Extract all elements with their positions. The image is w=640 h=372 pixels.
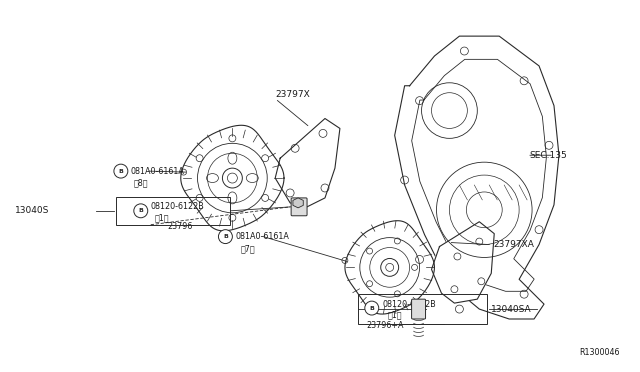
Polygon shape xyxy=(275,119,340,208)
Circle shape xyxy=(365,301,379,315)
Text: （1）: （1） xyxy=(155,213,169,222)
Polygon shape xyxy=(293,198,303,208)
Bar xyxy=(358,294,487,324)
Text: （1）: （1） xyxy=(388,311,402,320)
FancyBboxPatch shape xyxy=(291,198,307,216)
Text: B: B xyxy=(138,208,143,213)
Text: 23797XA: 23797XA xyxy=(493,240,534,249)
Text: 13040SA: 13040SA xyxy=(492,305,532,314)
Circle shape xyxy=(218,230,232,244)
FancyBboxPatch shape xyxy=(412,299,426,319)
Text: 23796+A: 23796+A xyxy=(367,321,404,330)
Text: （7）: （7） xyxy=(241,244,255,253)
Bar xyxy=(116,197,230,225)
Text: 08120-6122B: 08120-6122B xyxy=(151,202,205,211)
Text: （8）: （8） xyxy=(134,179,148,187)
Circle shape xyxy=(134,204,148,218)
Text: SEC.135: SEC.135 xyxy=(529,151,567,160)
Text: R1300046: R1300046 xyxy=(579,348,620,357)
Text: 13040S: 13040S xyxy=(15,206,50,215)
Text: 081A0-6161A: 081A0-6161A xyxy=(131,167,185,176)
Text: B: B xyxy=(369,305,374,311)
Circle shape xyxy=(114,164,128,178)
Polygon shape xyxy=(431,222,494,303)
Text: B: B xyxy=(118,169,124,174)
Polygon shape xyxy=(395,36,559,319)
Text: B: B xyxy=(223,234,228,239)
Text: 23796: 23796 xyxy=(168,222,193,231)
Text: 08120-6122B: 08120-6122B xyxy=(383,299,436,309)
Text: 23797X: 23797X xyxy=(275,90,310,99)
Text: 081A0-6161A: 081A0-6161A xyxy=(236,232,289,241)
